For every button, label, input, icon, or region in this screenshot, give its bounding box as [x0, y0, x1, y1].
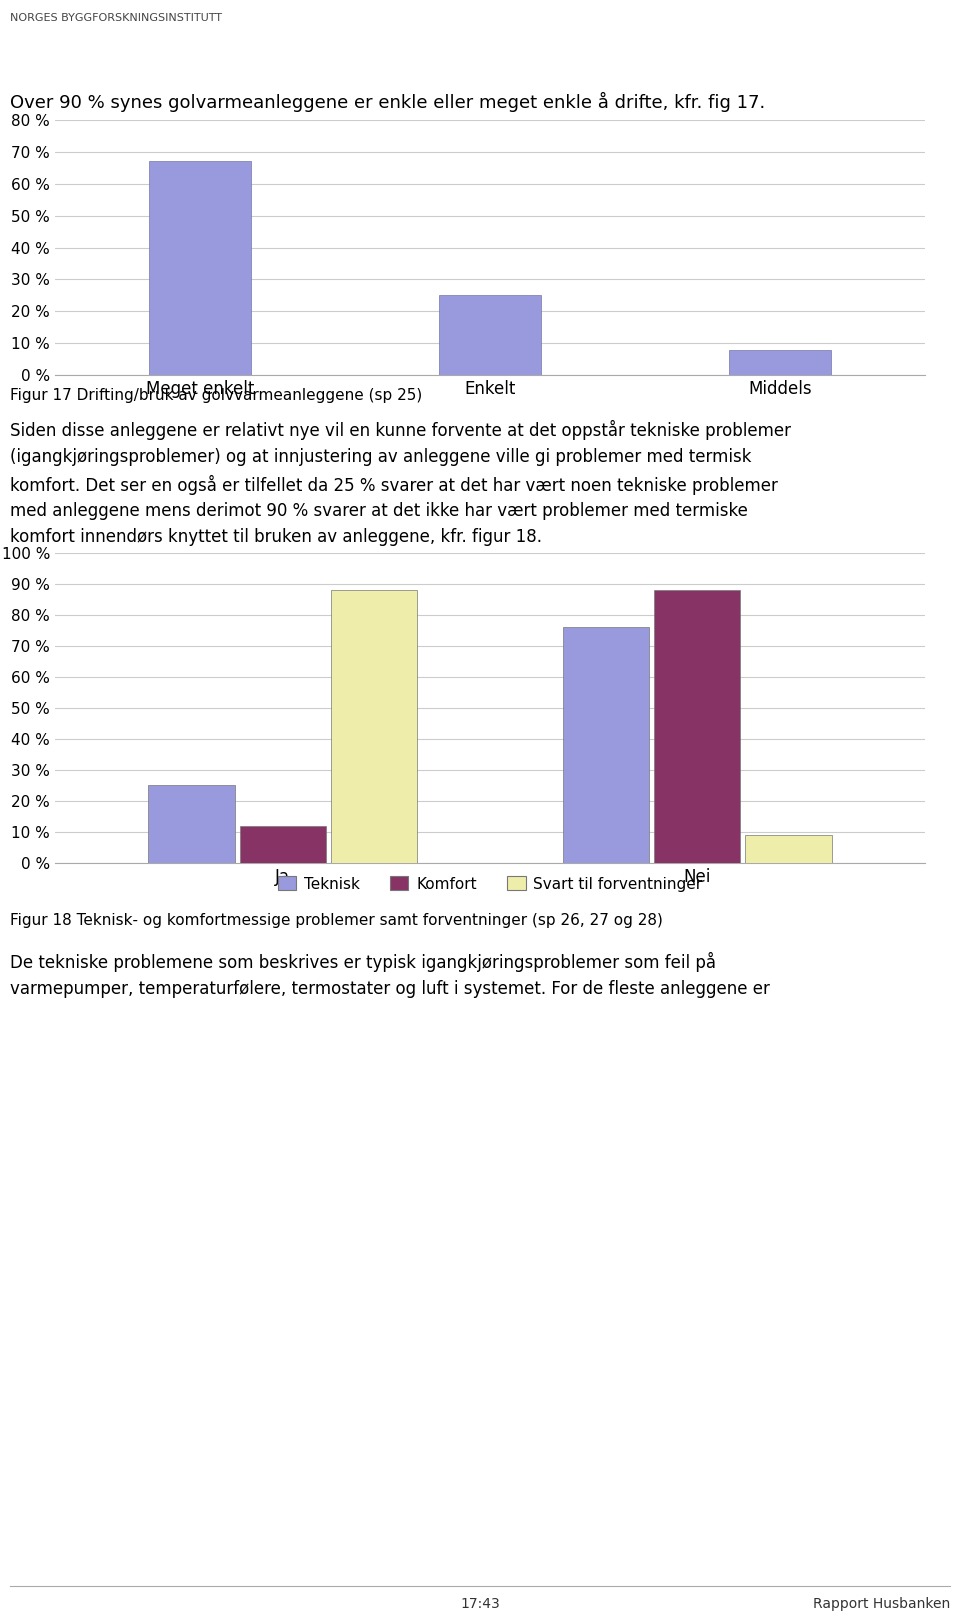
Bar [745, 834, 831, 863]
Text: NORGES BYGGFORSKNINGSINSTITUTT: NORGES BYGGFORSKNINGSINSTITUTT [10, 13, 222, 23]
Text: Rapport Husbanken: Rapport Husbanken [813, 1598, 950, 1611]
Bar [730, 349, 830, 375]
Text: Figur 18 Teknisk- og komfortmessige problemer samt forventninger (sp 26, 27 og 2: Figur 18 Teknisk- og komfortmessige prob… [10, 914, 662, 928]
Bar [149, 162, 251, 375]
Text: Over 90 % synes golvarmeanleggene er enkle eller meget enkle å drifte, kfr. fig : Over 90 % synes golvarmeanleggene er enk… [10, 92, 765, 112]
Bar [240, 826, 326, 863]
Bar [563, 627, 649, 863]
Text: Siden disse anleggene er relativt nye vil en kunne forvente at det oppstår tekni: Siden disse anleggene er relativt nye vi… [10, 420, 791, 547]
Bar [330, 590, 418, 863]
Text: 17:43: 17:43 [460, 1598, 500, 1611]
Text: De tekniske problemene som beskrives er typisk igangkjøringsproblemer som feil p: De tekniske problemene som beskrives er … [10, 952, 770, 998]
Bar [654, 590, 740, 863]
Legend: Teknisk, Komfort, Svart til forventninger: Teknisk, Komfort, Svart til forventninge… [272, 870, 708, 897]
Bar [149, 786, 235, 863]
Bar [440, 296, 540, 375]
Text: Figur 17 Drifting/bruk av golvvarmeanleggene (sp 25): Figur 17 Drifting/bruk av golvvarmeanleg… [10, 388, 422, 403]
